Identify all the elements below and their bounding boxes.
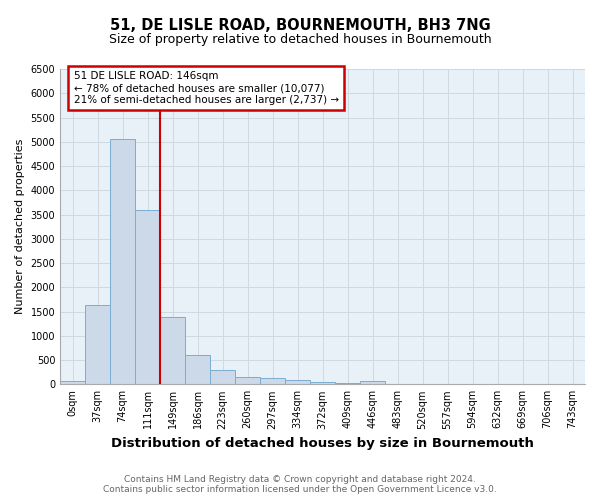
Text: Contains HM Land Registry data © Crown copyright and database right 2024.
Contai: Contains HM Land Registry data © Crown c… xyxy=(103,474,497,494)
Bar xyxy=(85,305,110,384)
Bar xyxy=(360,382,385,384)
Bar xyxy=(210,370,235,384)
Bar xyxy=(110,140,135,384)
Bar xyxy=(135,210,160,384)
Y-axis label: Number of detached properties: Number of detached properties xyxy=(15,139,25,314)
Bar xyxy=(310,382,335,384)
Text: 51 DE LISLE ROAD: 146sqm
← 78% of detached houses are smaller (10,077)
21% of se: 51 DE LISLE ROAD: 146sqm ← 78% of detach… xyxy=(74,72,339,104)
Bar xyxy=(185,354,210,384)
X-axis label: Distribution of detached houses by size in Bournemouth: Distribution of detached houses by size … xyxy=(111,437,534,450)
Text: Size of property relative to detached houses in Bournemouth: Size of property relative to detached ho… xyxy=(109,32,491,46)
Bar xyxy=(235,377,260,384)
Bar xyxy=(60,380,85,384)
Bar xyxy=(160,317,185,384)
Bar xyxy=(285,380,310,384)
Text: 51, DE LISLE ROAD, BOURNEMOUTH, BH3 7NG: 51, DE LISLE ROAD, BOURNEMOUTH, BH3 7NG xyxy=(110,18,490,32)
Bar xyxy=(260,378,285,384)
